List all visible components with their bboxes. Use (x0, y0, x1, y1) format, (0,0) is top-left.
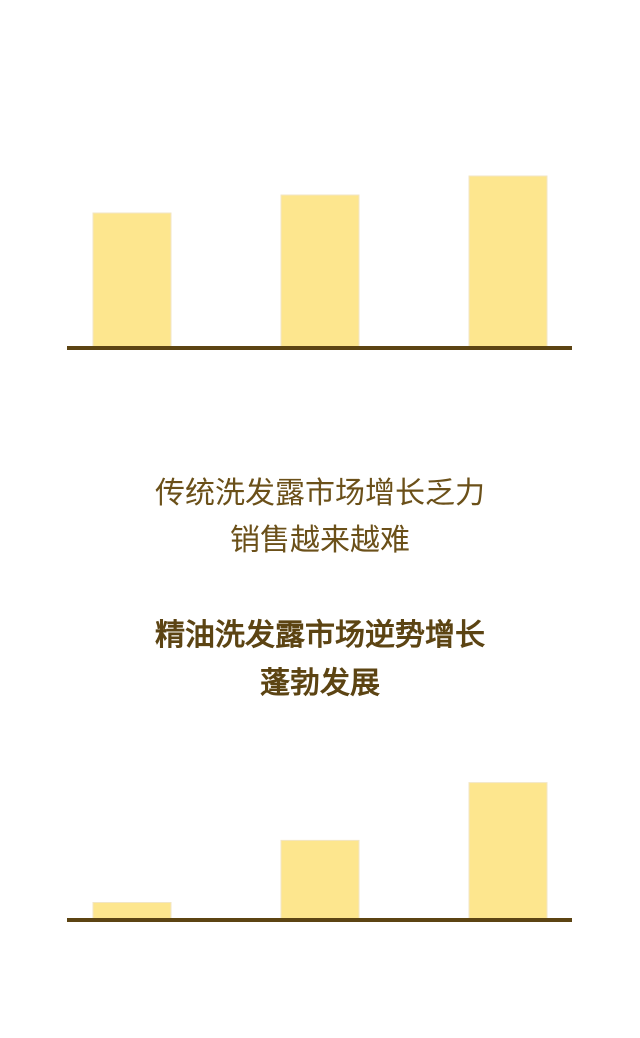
caption-line-2: 销售越来越难 (230, 523, 410, 558)
essential-oil-shampoo-bar-chart (67, 782, 572, 922)
bar-2 (280, 194, 360, 349)
bar-2 (280, 839, 360, 921)
caption-line-1: 传统洗发露市场增长乏力 (155, 476, 485, 511)
bar-1 (92, 902, 172, 921)
traditional-shampoo-bar-chart (67, 175, 572, 350)
traditional-market-caption: 传统洗发露市场增长乏力 销售越来越难 (0, 470, 640, 564)
bar-3 (468, 782, 548, 921)
bar-1 (92, 212, 172, 349)
caption-bold-line-2: 蓬勃发展 (260, 666, 380, 701)
essential-oil-market-caption: 精油洗发露市场逆势增长 蓬勃发展 (0, 612, 640, 708)
caption-bold-line-1: 精油洗发露市场逆势增长 (155, 618, 485, 653)
bar-3 (468, 175, 548, 349)
